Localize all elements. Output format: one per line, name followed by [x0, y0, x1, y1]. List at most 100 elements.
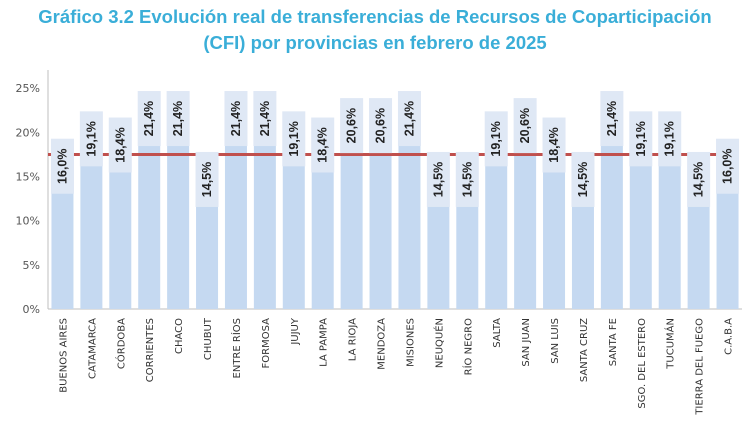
y-tick-label: 25%: [16, 82, 40, 95]
bar: [571, 180, 594, 309]
data-label: 14,5%: [460, 162, 474, 197]
data-label: 21,4%: [258, 101, 272, 136]
data-label: 14,5%: [692, 162, 706, 197]
data-label-box: [224, 91, 248, 147]
bar: [543, 146, 566, 309]
data-label: 21,4%: [229, 101, 243, 136]
data-label-box: [455, 151, 479, 207]
category-label: TUCUMÁN: [664, 318, 677, 370]
data-label-box: [108, 117, 132, 173]
category-label: CÓRDOBA: [114, 318, 127, 369]
data-label: 21,4%: [171, 101, 185, 136]
data-label-box: [50, 138, 74, 194]
data-label-box: [629, 111, 653, 167]
category-label: CHUBUT: [203, 317, 214, 360]
bar: [658, 140, 681, 309]
bar: [456, 180, 479, 309]
data-label-box: [687, 151, 711, 207]
bar: [196, 180, 219, 309]
category-label: CORRIENTES: [145, 318, 156, 382]
data-label-box: [658, 111, 682, 167]
category-label: CHACO: [174, 318, 185, 354]
bar: [253, 120, 276, 309]
category-label: SANTA CRUZ: [579, 318, 590, 382]
bar: [109, 146, 132, 309]
category-label: MENDOZA: [377, 318, 388, 370]
category-label: SALTA: [492, 318, 503, 348]
y-tick-label: 5%: [23, 259, 40, 272]
y-tick-label: 20%: [16, 126, 40, 139]
data-label: 21,4%: [605, 101, 619, 136]
bar: [398, 120, 421, 309]
data-label-box: [484, 111, 508, 167]
data-label: 20,6%: [345, 108, 359, 143]
data-label-box: [340, 98, 364, 154]
category-label: BUENOS AIRES: [58, 318, 69, 393]
data-label: 18,4%: [547, 127, 561, 162]
category-label: SAN LUIS: [550, 318, 561, 364]
data-label: 16,0%: [721, 148, 735, 183]
bar: [600, 120, 623, 309]
category-label: SAN JUAN: [521, 318, 532, 367]
category-label: SGO. DEL ESTERO: [637, 318, 648, 409]
chart-title: Gráfico 3.2 Evolución real de transferen…: [0, 4, 750, 56]
category-label: C.A.B.A: [724, 318, 735, 355]
category-label: ENTRE RÍOS: [230, 318, 243, 378]
bar: [138, 120, 161, 309]
bar: [167, 120, 190, 309]
data-label-box: [513, 98, 537, 154]
category-label: LA RIOJA: [348, 318, 359, 361]
bar: [514, 127, 537, 309]
category-label: MISIONES: [405, 318, 416, 367]
data-label: 14,5%: [576, 162, 590, 197]
data-label-box: [79, 111, 103, 167]
bar: [427, 180, 450, 309]
category-label: CATAMARCA: [87, 318, 98, 379]
data-label: 18,4%: [113, 127, 127, 162]
data-label: 21,4%: [402, 101, 416, 136]
data-label-box: [542, 117, 566, 173]
category-label: NEUQUÉN: [432, 318, 445, 368]
data-label: 14,5%: [200, 162, 214, 197]
chart-title-line-2: (CFI) por provincias en febrero de 2025: [203, 32, 547, 53]
data-label-box: [571, 151, 595, 207]
data-label-box: [253, 91, 277, 147]
bar: [80, 140, 103, 309]
data-label: 19,1%: [489, 121, 503, 156]
data-label-box: [137, 91, 161, 147]
y-tick-label: 0%: [23, 303, 40, 316]
category-label: TIERRA DEL FUEGO: [695, 318, 706, 416]
data-label-box: [369, 98, 393, 154]
bar: [716, 167, 739, 309]
bar: [51, 167, 74, 309]
data-label: 19,1%: [663, 121, 677, 156]
bar: [687, 180, 710, 309]
bar: [224, 120, 247, 309]
data-label-box: [166, 91, 190, 147]
category-label: LA PAMPA: [319, 318, 330, 367]
data-label: 14,5%: [431, 162, 445, 197]
data-label-box: [397, 91, 421, 147]
bar: [282, 140, 305, 309]
data-label: 18,4%: [316, 127, 330, 162]
category-label: JUJUY: [290, 317, 301, 346]
bar: [340, 127, 363, 309]
bar: [629, 140, 652, 309]
chart-title-line-1: Gráfico 3.2 Evolución real de transferen…: [38, 6, 712, 27]
category-label: FORMOSA: [261, 318, 272, 369]
data-label: 19,1%: [634, 121, 648, 156]
data-label-box: [311, 117, 335, 173]
data-label: 16,0%: [55, 148, 69, 183]
y-tick-label: 15%: [16, 171, 40, 184]
data-label-box: [600, 91, 624, 147]
data-label-box: [195, 151, 219, 207]
category-label: RÍO NEGRO: [461, 318, 474, 375]
bar: [369, 127, 392, 309]
data-label: 20,6%: [374, 108, 388, 143]
data-label-box: [426, 151, 450, 207]
data-label: 20,6%: [518, 108, 532, 143]
y-tick-label: 10%: [16, 215, 40, 228]
data-label: 21,4%: [142, 101, 156, 136]
bar: [485, 140, 508, 309]
